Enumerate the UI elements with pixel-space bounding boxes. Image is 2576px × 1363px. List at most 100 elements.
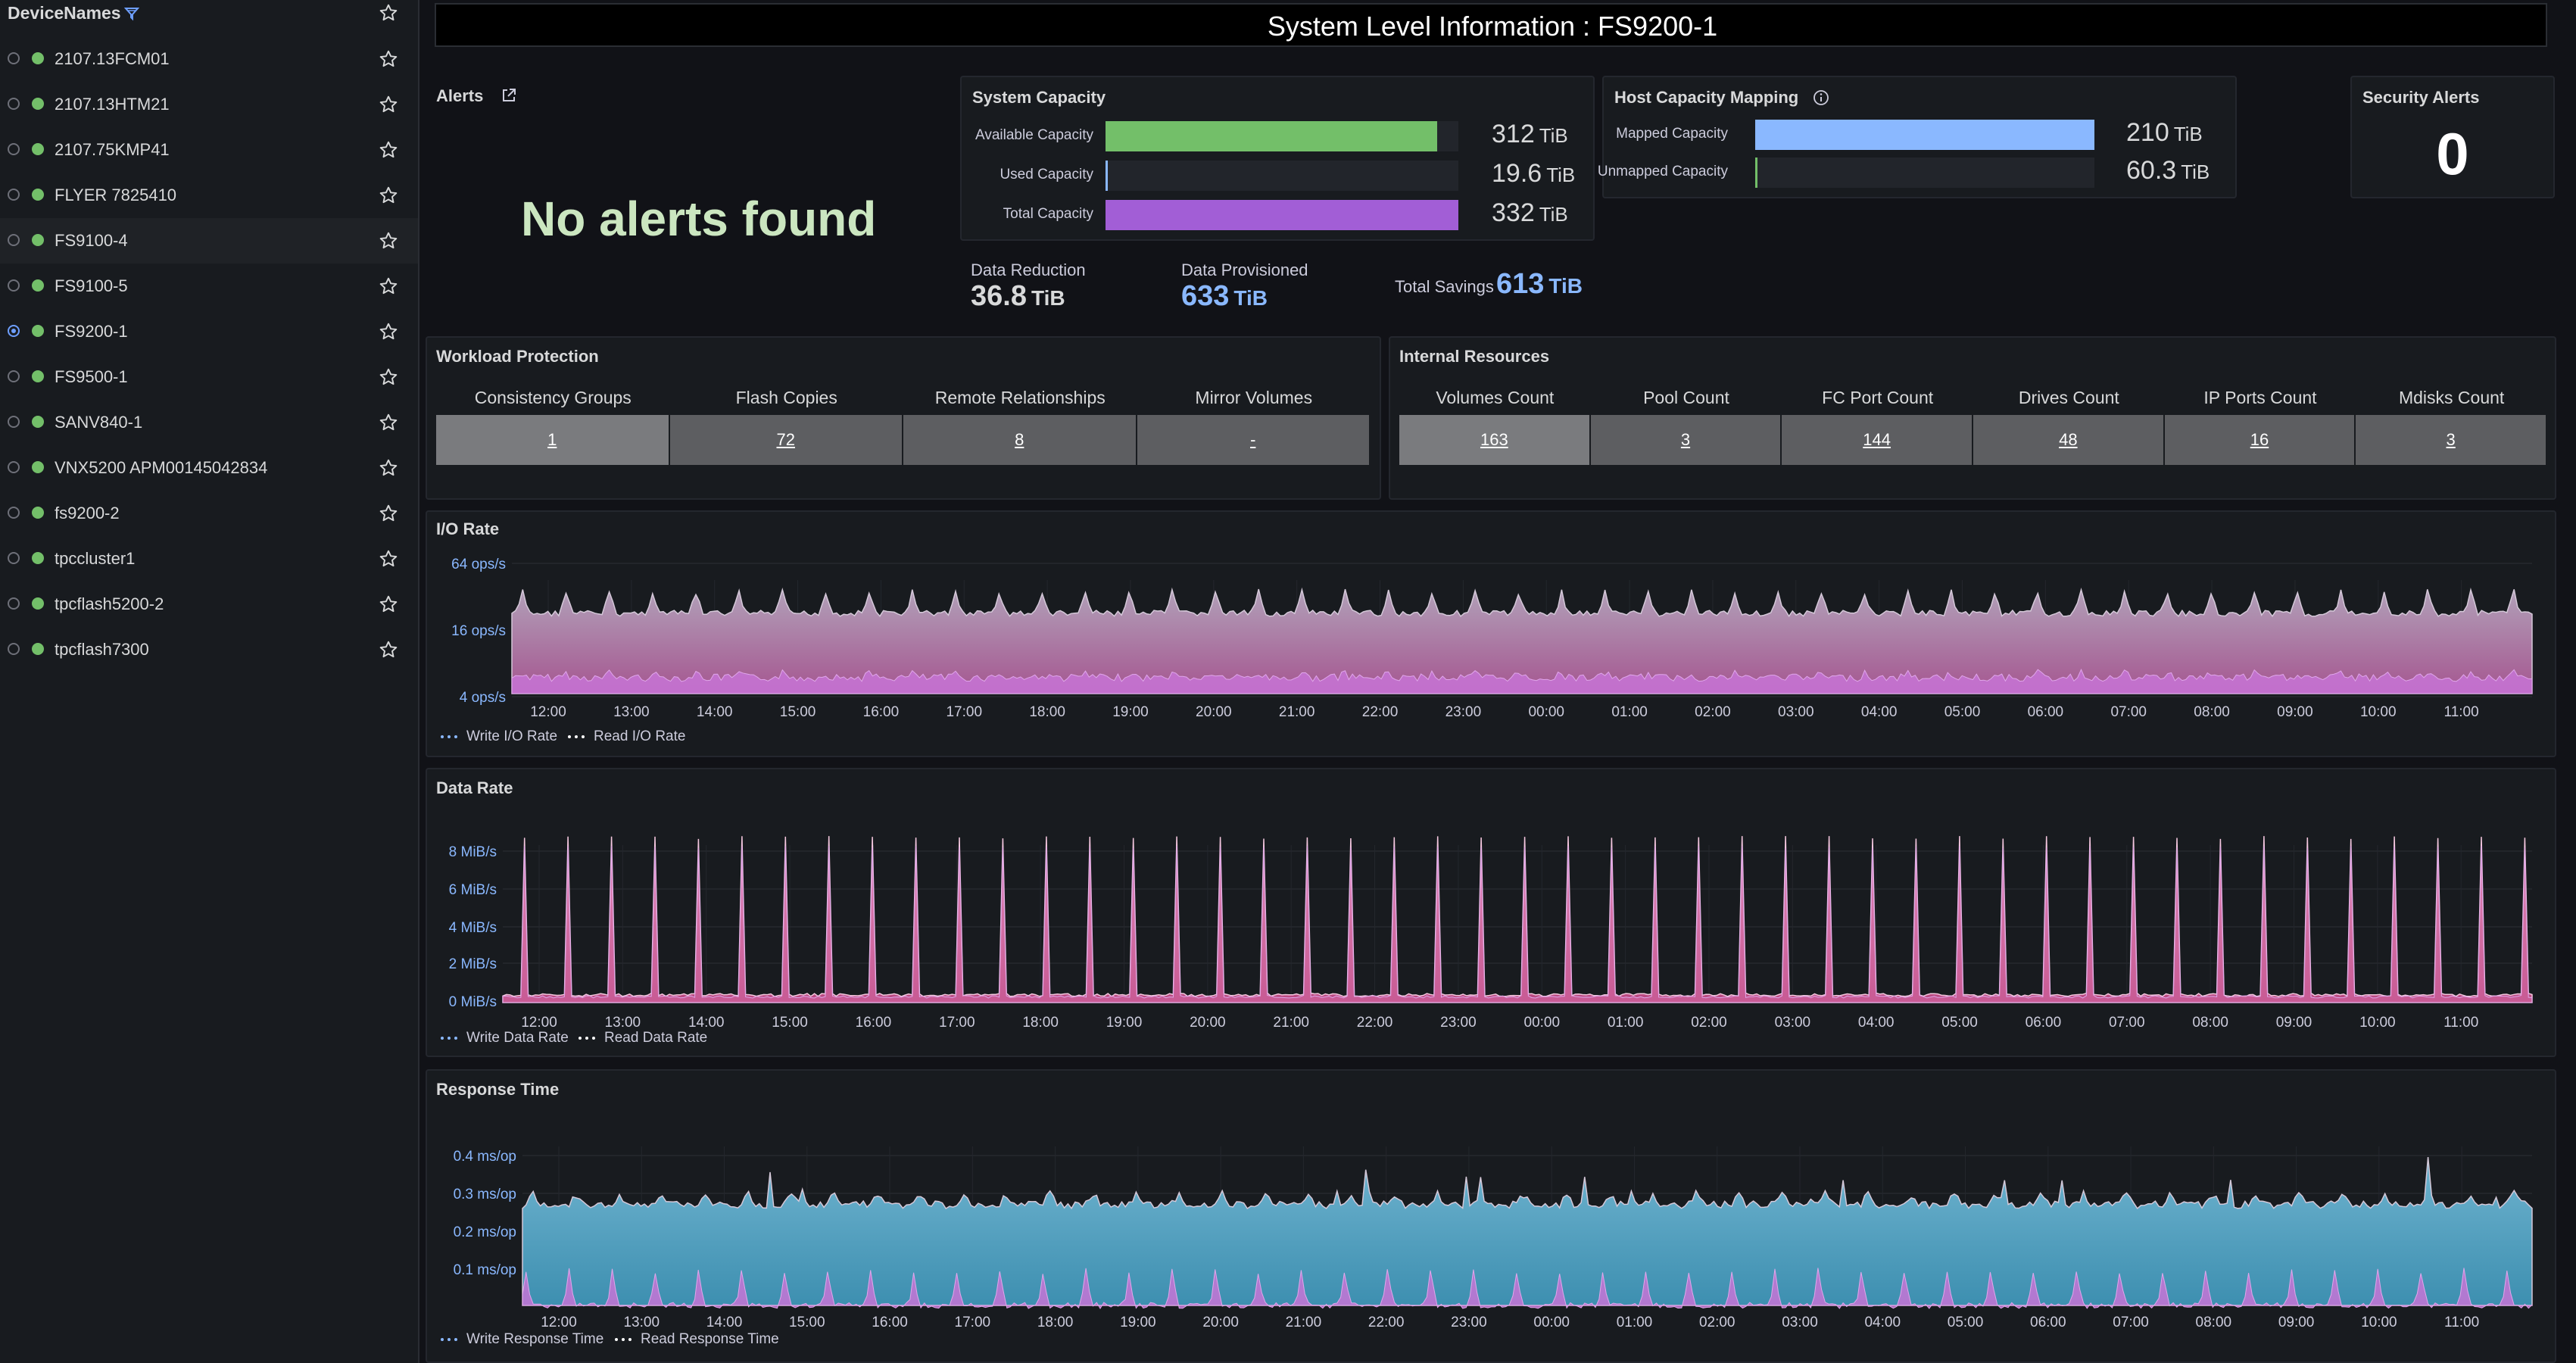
star-icon[interactable] bbox=[379, 322, 398, 342]
y-tick-label: 2 MiB/s bbox=[449, 956, 497, 972]
device-radio[interactable] bbox=[8, 597, 20, 610]
x-tick-label: 17:00 bbox=[955, 1315, 991, 1328]
y-tick-label: 0.2 ms/op bbox=[454, 1224, 516, 1240]
device-row[interactable]: FLYER 7825410 bbox=[0, 173, 418, 218]
x-tick-label: 18:00 bbox=[1037, 1315, 1074, 1328]
device-radio[interactable] bbox=[8, 143, 20, 155]
table-header: Pool Count bbox=[1643, 388, 1729, 407]
star-icon[interactable] bbox=[379, 413, 398, 432]
security-alerts-count: 0 bbox=[2436, 120, 2469, 187]
x-tick-label: 08:00 bbox=[2194, 704, 2230, 720]
host-capacity-title: Host Capacity Mapping bbox=[1614, 88, 1799, 107]
x-tick-label: 04:00 bbox=[1858, 1015, 1895, 1027]
star-icon[interactable] bbox=[379, 3, 398, 23]
device-name: tpcflash7300 bbox=[55, 640, 149, 659]
x-tick-label: 14:00 bbox=[688, 1015, 725, 1027]
io-rate-legend-read[interactable]: Read I/O Rate bbox=[568, 728, 685, 745]
device-row[interactable]: 2107.13HTM21 bbox=[0, 82, 418, 127]
device-radio[interactable] bbox=[8, 507, 20, 519]
device-radio[interactable] bbox=[8, 98, 20, 110]
star-icon[interactable] bbox=[379, 95, 398, 114]
capacity-bar bbox=[1106, 121, 1458, 151]
data-provisioned-label: Data Provisioned bbox=[1181, 260, 1308, 279]
device-row[interactable]: fs9200-2 bbox=[0, 491, 418, 536]
x-tick-label: 18:00 bbox=[1022, 1015, 1059, 1027]
table-cell-link[interactable]: 3 bbox=[1590, 415, 1782, 465]
star-icon[interactable] bbox=[379, 186, 398, 205]
device-row[interactable]: 2107.13FCM01 bbox=[0, 36, 418, 82]
device-name: FS9500-1 bbox=[55, 367, 128, 386]
table-cell-link[interactable]: - bbox=[1137, 415, 1371, 465]
device-row[interactable]: tpcflash5200-2 bbox=[0, 582, 418, 627]
x-tick-label: 01:00 bbox=[1611, 704, 1648, 720]
table-cell-link[interactable]: 1 bbox=[436, 415, 670, 465]
status-dot-icon bbox=[32, 643, 44, 655]
table-cell-link[interactable]: 163 bbox=[1399, 415, 1591, 465]
star-icon[interactable] bbox=[379, 594, 398, 614]
data-rate-chart[interactable]: 0 MiB/s 2 MiB/s 4 MiB/s 6 MiB/s 8 MiB/s 12:00… bbox=[427, 807, 2555, 1027]
y-tick-label: 0.3 ms/op bbox=[454, 1187, 516, 1202]
device-radio[interactable] bbox=[8, 279, 20, 292]
device-row[interactable]: 2107.75KMP41 bbox=[0, 127, 418, 173]
device-row[interactable]: FS9500-1 bbox=[0, 354, 418, 400]
info-icon[interactable] bbox=[1813, 89, 1829, 106]
device-radio[interactable] bbox=[8, 552, 20, 564]
table-cell-link[interactable]: 72 bbox=[669, 415, 903, 465]
x-tick-label: 12:00 bbox=[530, 704, 566, 720]
star-icon[interactable] bbox=[379, 140, 398, 160]
x-tick-label: 23:00 bbox=[1445, 704, 1482, 720]
star-icon[interactable] bbox=[379, 640, 398, 660]
device-row[interactable]: FS9100-5 bbox=[0, 264, 418, 309]
x-tick-label: 11:00 bbox=[2443, 1015, 2478, 1027]
data-rate-legend-write[interactable]: Write Data Rate bbox=[441, 1030, 569, 1046]
status-dot-icon bbox=[32, 552, 44, 564]
table-cell-link[interactable]: 16 bbox=[2164, 415, 2356, 465]
x-tick-label: 06:00 bbox=[2026, 1015, 2062, 1027]
response-time-legend-read[interactable]: Read Response Time bbox=[615, 1331, 779, 1348]
y-tick-label: 0 MiB/s bbox=[449, 994, 497, 1010]
device-radio[interactable] bbox=[8, 643, 20, 655]
capacity-label: Mapped Capacity bbox=[1616, 126, 1728, 142]
device-radio[interactable] bbox=[8, 234, 20, 246]
device-row[interactable]: FS9200-1 bbox=[0, 309, 418, 354]
star-icon[interactable] bbox=[379, 504, 398, 523]
response-time-title: Response Time bbox=[436, 1080, 560, 1099]
star-icon[interactable] bbox=[379, 276, 398, 296]
y-tick-label: 64 ops/s bbox=[451, 557, 506, 572]
io-rate-chart[interactable]: 4 ops/s 16 ops/s 64 ops/s 12:00 13:00 14:00 15… bbox=[427, 542, 2555, 724]
table-cell-link[interactable]: 144 bbox=[1782, 415, 1973, 465]
x-tick-label: 20:00 bbox=[1190, 1015, 1226, 1027]
y-tick-label: 16 ops/s bbox=[451, 623, 506, 639]
total-savings-value: 613 TiB bbox=[1496, 268, 1583, 300]
star-icon[interactable] bbox=[379, 458, 398, 478]
status-dot-icon bbox=[32, 234, 44, 246]
star-icon[interactable] bbox=[379, 549, 398, 569]
device-row[interactable]: tpccluster1 bbox=[0, 536, 418, 582]
data-rate-legend-read[interactable]: Read Data Rate bbox=[579, 1030, 707, 1046]
device-radio[interactable] bbox=[8, 461, 20, 473]
table-header: FC Port Count bbox=[1822, 388, 1934, 407]
device-radio[interactable] bbox=[8, 416, 20, 428]
capacity-value: 19.6 TiB bbox=[1492, 159, 1576, 188]
device-row[interactable]: SANV840-1 bbox=[0, 400, 418, 445]
device-radio[interactable] bbox=[8, 325, 20, 337]
io-rate-legend-write[interactable]: Write I/O Rate bbox=[441, 728, 557, 745]
device-row[interactable]: VNX5200 APM00145042834 bbox=[0, 445, 418, 491]
table-header: Mirror Volumes bbox=[1195, 388, 1313, 407]
device-radio[interactable] bbox=[8, 189, 20, 201]
filter-icon[interactable] bbox=[124, 6, 139, 21]
table-cell-link[interactable]: 48 bbox=[1973, 415, 2165, 465]
x-tick-label: 21:00 bbox=[1273, 1015, 1309, 1027]
external-link-icon[interactable] bbox=[500, 86, 518, 104]
device-radio[interactable] bbox=[8, 370, 20, 382]
device-radio[interactable] bbox=[8, 52, 20, 64]
response-time-legend-write[interactable]: Write Response Time bbox=[441, 1331, 603, 1348]
star-icon[interactable] bbox=[379, 367, 398, 387]
response-time-chart[interactable]: 0.1 ms/op 0.2 ms/op 0.3 ms/op 0.4 ms/op 12:0… bbox=[427, 1116, 2555, 1328]
star-icon[interactable] bbox=[379, 49, 398, 69]
device-row[interactable]: tpcflash7300 bbox=[0, 627, 418, 672]
device-row[interactable]: FS9100-4 bbox=[0, 218, 418, 264]
star-icon[interactable] bbox=[379, 231, 398, 251]
table-cell-link[interactable]: 8 bbox=[903, 415, 1137, 465]
table-cell-link[interactable]: 3 bbox=[2356, 415, 2547, 465]
